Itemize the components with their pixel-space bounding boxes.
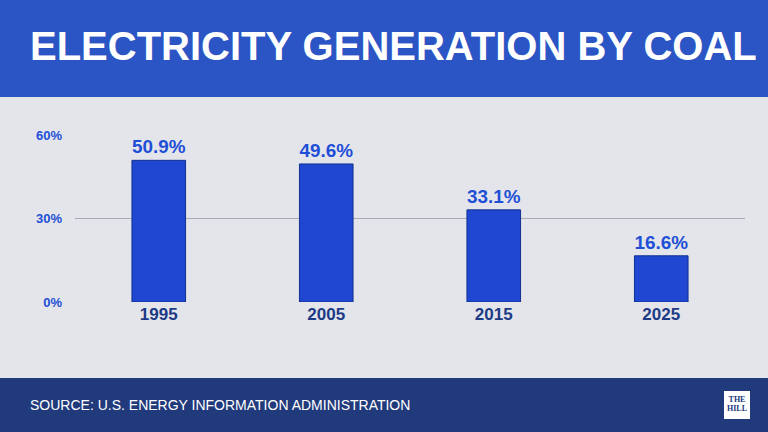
svg-text:2025: 2025 bbox=[642, 305, 680, 324]
svg-text:2015: 2015 bbox=[475, 305, 513, 324]
svg-text:60%: 60% bbox=[36, 128, 62, 143]
svg-text:49.6%: 49.6% bbox=[299, 140, 353, 161]
svg-text:33.1%: 33.1% bbox=[467, 186, 521, 207]
html-text:SOURCE: U.S. ENERGY INFORMATIO: SOURCE: U.S. ENERGY INFORMATION ADMINIST… bbox=[30, 397, 411, 413]
svg-text:0%: 0% bbox=[43, 295, 62, 310]
svg-text:30%: 30% bbox=[36, 211, 62, 226]
svg-text:1995: 1995 bbox=[140, 305, 178, 324]
svg-text:50.9%: 50.9% bbox=[132, 136, 186, 157]
html-text:THE HILL: THE HILL bbox=[727, 395, 747, 413]
svg-text:16.6%: 16.6% bbox=[634, 232, 688, 253]
svg-text:2005: 2005 bbox=[307, 305, 345, 324]
html-text:ELECTRICITY GENERATION BY COAL: ELECTRICITY GENERATION BY COAL bbox=[30, 24, 757, 68]
